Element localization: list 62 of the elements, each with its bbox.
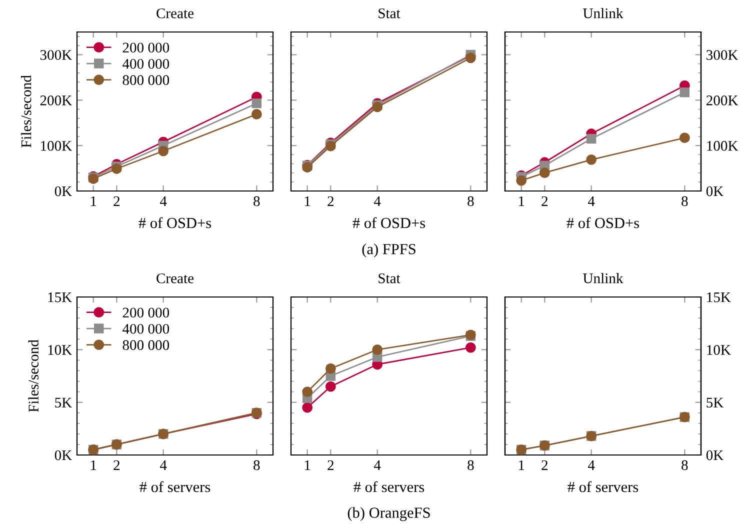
- y2-tick-label: 100K: [707, 140, 738, 151]
- x-tick-label: 8: [468, 196, 474, 206]
- x-tick-label: 8: [682, 196, 688, 206]
- x-tick-label: 2: [542, 196, 548, 206]
- legend-label: 800 000: [122, 75, 170, 86]
- x-tick-label: 2: [114, 196, 120, 206]
- y2-tick-label: 0K: [706, 450, 724, 460]
- chart-title: Create: [156, 273, 194, 284]
- y-axis-title: Files/second: [20, 75, 32, 148]
- x-axis-title: # of OSD+s: [352, 217, 426, 228]
- legend-label: 400 000: [122, 324, 170, 334]
- x-tick-label: 4: [374, 196, 381, 206]
- y-tick-label: 0K: [54, 186, 72, 196]
- x-tick-label: 1: [304, 196, 310, 206]
- x-tick-label: 1: [518, 196, 524, 206]
- y2-tick-label: 200K: [706, 96, 738, 106]
- x-tick-label: 8: [254, 196, 260, 206]
- x-tick-label: 2: [328, 196, 334, 206]
- x-axis-title: # of OSD+s: [138, 217, 212, 228]
- text: (b) OrangeFS: [348, 507, 430, 522]
- x-tick-label: 1: [304, 460, 310, 470]
- y-tick-label: 200K: [40, 96, 72, 106]
- chart-title: Unlink: [583, 272, 624, 284]
- x-tick-label: 1: [90, 460, 96, 470]
- x-tick-label: 2: [328, 460, 334, 470]
- y2-tick-label: 15K: [707, 292, 731, 302]
- legend-label: 200 000: [122, 42, 170, 53]
- x-tick-label: 4: [588, 460, 595, 470]
- y-tick-label: 10K: [48, 345, 72, 355]
- x-axis-title: # of servers: [140, 481, 210, 492]
- legend-label: 800 000: [122, 340, 170, 350]
- x-tick-label: 4: [374, 460, 381, 470]
- x-tick-label: 4: [160, 460, 167, 470]
- y-axis-title: Files/second: [28, 340, 39, 412]
- chart-title: Stat: [378, 273, 400, 284]
- x-tick-label: 1: [518, 460, 524, 470]
- x-tick-label: 8: [682, 460, 688, 470]
- x-tick-label: 8: [468, 460, 474, 470]
- y2-tick-label: 10K: [707, 345, 731, 355]
- x-tick-label: 8: [254, 460, 260, 470]
- legend-label: 200 000: [122, 308, 170, 318]
- x-tick-label: 4: [588, 196, 595, 206]
- y-tick-label: 15K: [48, 292, 72, 302]
- x-tick-label: 2: [114, 460, 120, 470]
- x-tick-label: 1: [90, 196, 96, 206]
- chart-title: Unlink: [583, 8, 624, 18]
- text: (a) FPFS: [362, 243, 416, 258]
- chart-title: Stat: [378, 8, 400, 18]
- y2-tick-label: 300K: [706, 50, 738, 60]
- y2-tick-label: 5K: [706, 398, 724, 408]
- x-tick-label: 2: [542, 460, 548, 470]
- y-tick-label: 0K: [54, 450, 72, 460]
- x-axis-title: # of servers: [568, 481, 638, 492]
- y-tick-label: 100K: [41, 140, 72, 151]
- y2-tick-label: 0K: [706, 186, 724, 196]
- x-tick-label: 4: [160, 196, 167, 206]
- legend-label: 400 000: [122, 58, 170, 69]
- chart-title: Create: [156, 8, 194, 18]
- y-tick-label: 5K: [55, 398, 72, 408]
- y-tick-label: 300K: [40, 50, 72, 60]
- x-axis-title: # of OSD+s: [566, 217, 640, 228]
- x-axis-title: # of servers: [354, 481, 424, 492]
